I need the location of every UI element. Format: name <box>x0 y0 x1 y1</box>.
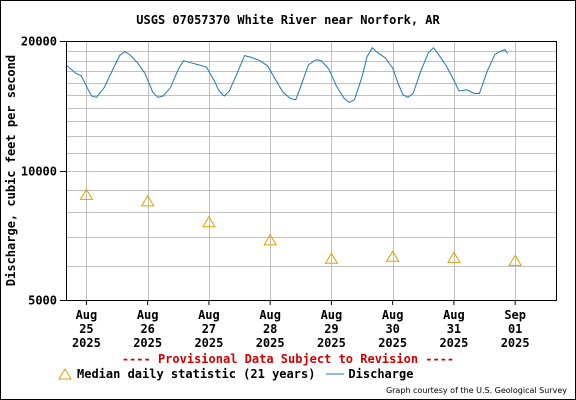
x-tick-label: Aug <box>76 308 98 322</box>
y-tick-label: 20000 <box>21 35 57 49</box>
median-marker <box>385 250 400 262</box>
legend: Median daily statistic (21 years) Discha… <box>57 367 413 381</box>
x-tick-label: 28 <box>263 322 277 336</box>
x-tick-label: 2025 <box>378 336 407 350</box>
legend-discharge-label: Discharge <box>348 367 414 381</box>
x-tick-label: 2025 <box>72 336 101 350</box>
x-tick-label: Aug <box>259 308 281 322</box>
discharge-line <box>65 46 508 103</box>
x-tick-label: 2025 <box>256 336 285 350</box>
x-tick-label: Aug <box>137 308 159 322</box>
x-tick-label: 2025 <box>317 336 346 350</box>
median-marker <box>508 254 523 266</box>
x-tick-label: 25 <box>79 322 93 336</box>
x-tick-label: Sep <box>504 308 526 322</box>
median-marker <box>263 233 278 246</box>
legend-median-label: Median daily statistic (21 years) <box>77 367 316 381</box>
y-axis-label: Discharge, cubic feet per second <box>4 55 18 286</box>
x-tick-label: 27 <box>202 322 216 336</box>
legend-item-median: Median daily statistic (21 years) <box>57 367 315 381</box>
x-tick-label: 01 <box>508 322 522 336</box>
x-tick-label: Aug <box>198 308 220 322</box>
median-marker <box>140 194 155 207</box>
median-marker <box>202 215 216 228</box>
x-tick-label: Aug <box>443 308 465 322</box>
x-tick-label: 2025 <box>439 336 468 350</box>
x-tick-label: 30 <box>385 322 399 336</box>
x-tick-label: 2025 <box>501 336 530 350</box>
line-swatch-icon <box>326 373 345 375</box>
plot-border <box>66 41 557 301</box>
provisional-notice: ---- Provisional Data Subject to Revisio… <box>121 352 455 366</box>
x-tick-label: 31 <box>447 322 461 336</box>
chart-title: USGS 07057370 White River near Norfork, … <box>136 13 440 27</box>
x-tick-label: 2025 <box>133 336 162 350</box>
x-tick-label: Aug <box>382 308 404 322</box>
y-tick-label: 10000 <box>21 165 57 179</box>
y-tick-label: 5000 <box>28 294 57 308</box>
x-axis: Aug252025Aug262025Aug272025Aug282025Aug2… <box>72 300 530 350</box>
median-marker <box>79 188 94 200</box>
credit-text: Graph courtesy of the U.S. Geological Su… <box>385 386 567 395</box>
x-tick-label: 2025 <box>194 336 223 350</box>
x-tick-label: Aug <box>321 308 343 322</box>
x-tick-label: 29 <box>324 322 338 336</box>
median-marker <box>324 252 339 264</box>
grid-lines <box>66 41 556 300</box>
triangle-marker-icon <box>58 368 72 380</box>
x-tick-label: 26 <box>140 322 154 336</box>
legend-item-discharge: Discharge <box>325 367 413 381</box>
y-axis: 5000 10000 20000 <box>21 35 66 308</box>
series-layer <box>65 46 523 266</box>
median-marker <box>447 251 461 263</box>
